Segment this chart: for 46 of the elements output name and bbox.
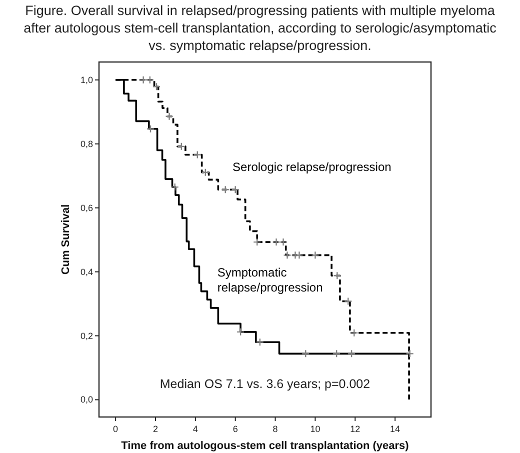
- point: [236, 328, 245, 336]
- point: [333, 272, 342, 280]
- point: [139, 76, 148, 84]
- y-tick-label: 0,2: [80, 330, 93, 341]
- point: [231, 186, 240, 194]
- point: [272, 238, 280, 246]
- x-tick-label: 2: [152, 424, 158, 434]
- y-tick-label: 0,6: [80, 202, 93, 213]
- y-tick-label: 0,0: [80, 394, 93, 405]
- x-axis-title: Time from autologous-stem cell transplantation (years): [121, 440, 410, 452]
- x-tick-label: 12: [350, 424, 360, 434]
- y-tick-label: 0,8: [80, 138, 93, 149]
- y-tick-label: 0,4: [80, 266, 93, 277]
- point: [152, 82, 161, 91]
- point: [344, 297, 352, 306]
- point: [253, 238, 262, 246]
- x-tick-label: 14: [390, 424, 400, 434]
- y-axis-title: Cum Survival: [60, 204, 72, 275]
- chart-title: Figure. Overall survival in relapsed/progressing patients with multiple myeloma after autologous stem-cell transplantation, according to serologic/asymptomatic vs. symptomatic relapse/progression.: [24, 3, 497, 53]
- x-tick-label: 10: [310, 424, 320, 434]
- point: [295, 251, 304, 260]
- series-label: Serologic relapse/progression: [232, 160, 392, 174]
- point: [406, 350, 414, 358]
- point: [302, 350, 310, 358]
- point: [256, 338, 264, 346]
- point: [350, 328, 358, 337]
- point: [201, 168, 210, 176]
- y-tick-label: 1,0: [80, 74, 93, 85]
- point: [170, 182, 179, 192]
- annotation: Median OS 7.1 vs. 3.6 years; p=0.002: [160, 377, 370, 391]
- point: [221, 186, 230, 194]
- point: [146, 124, 155, 133]
- point: [332, 350, 341, 358]
- point: [165, 112, 174, 120]
- point: [146, 76, 154, 84]
- x-tick-label: 8: [272, 424, 278, 434]
- point: [177, 142, 186, 151]
- point: [283, 251, 292, 260]
- x-tick-label: 0: [113, 424, 118, 434]
- x-tick-label: 6: [232, 424, 238, 434]
- point: [311, 251, 320, 260]
- point: [279, 238, 288, 246]
- point: [193, 150, 202, 159]
- x-tick-label: 4: [192, 424, 198, 434]
- point: [347, 350, 356, 358]
- series-label: Symptomatic relapse/progression: [217, 266, 323, 295]
